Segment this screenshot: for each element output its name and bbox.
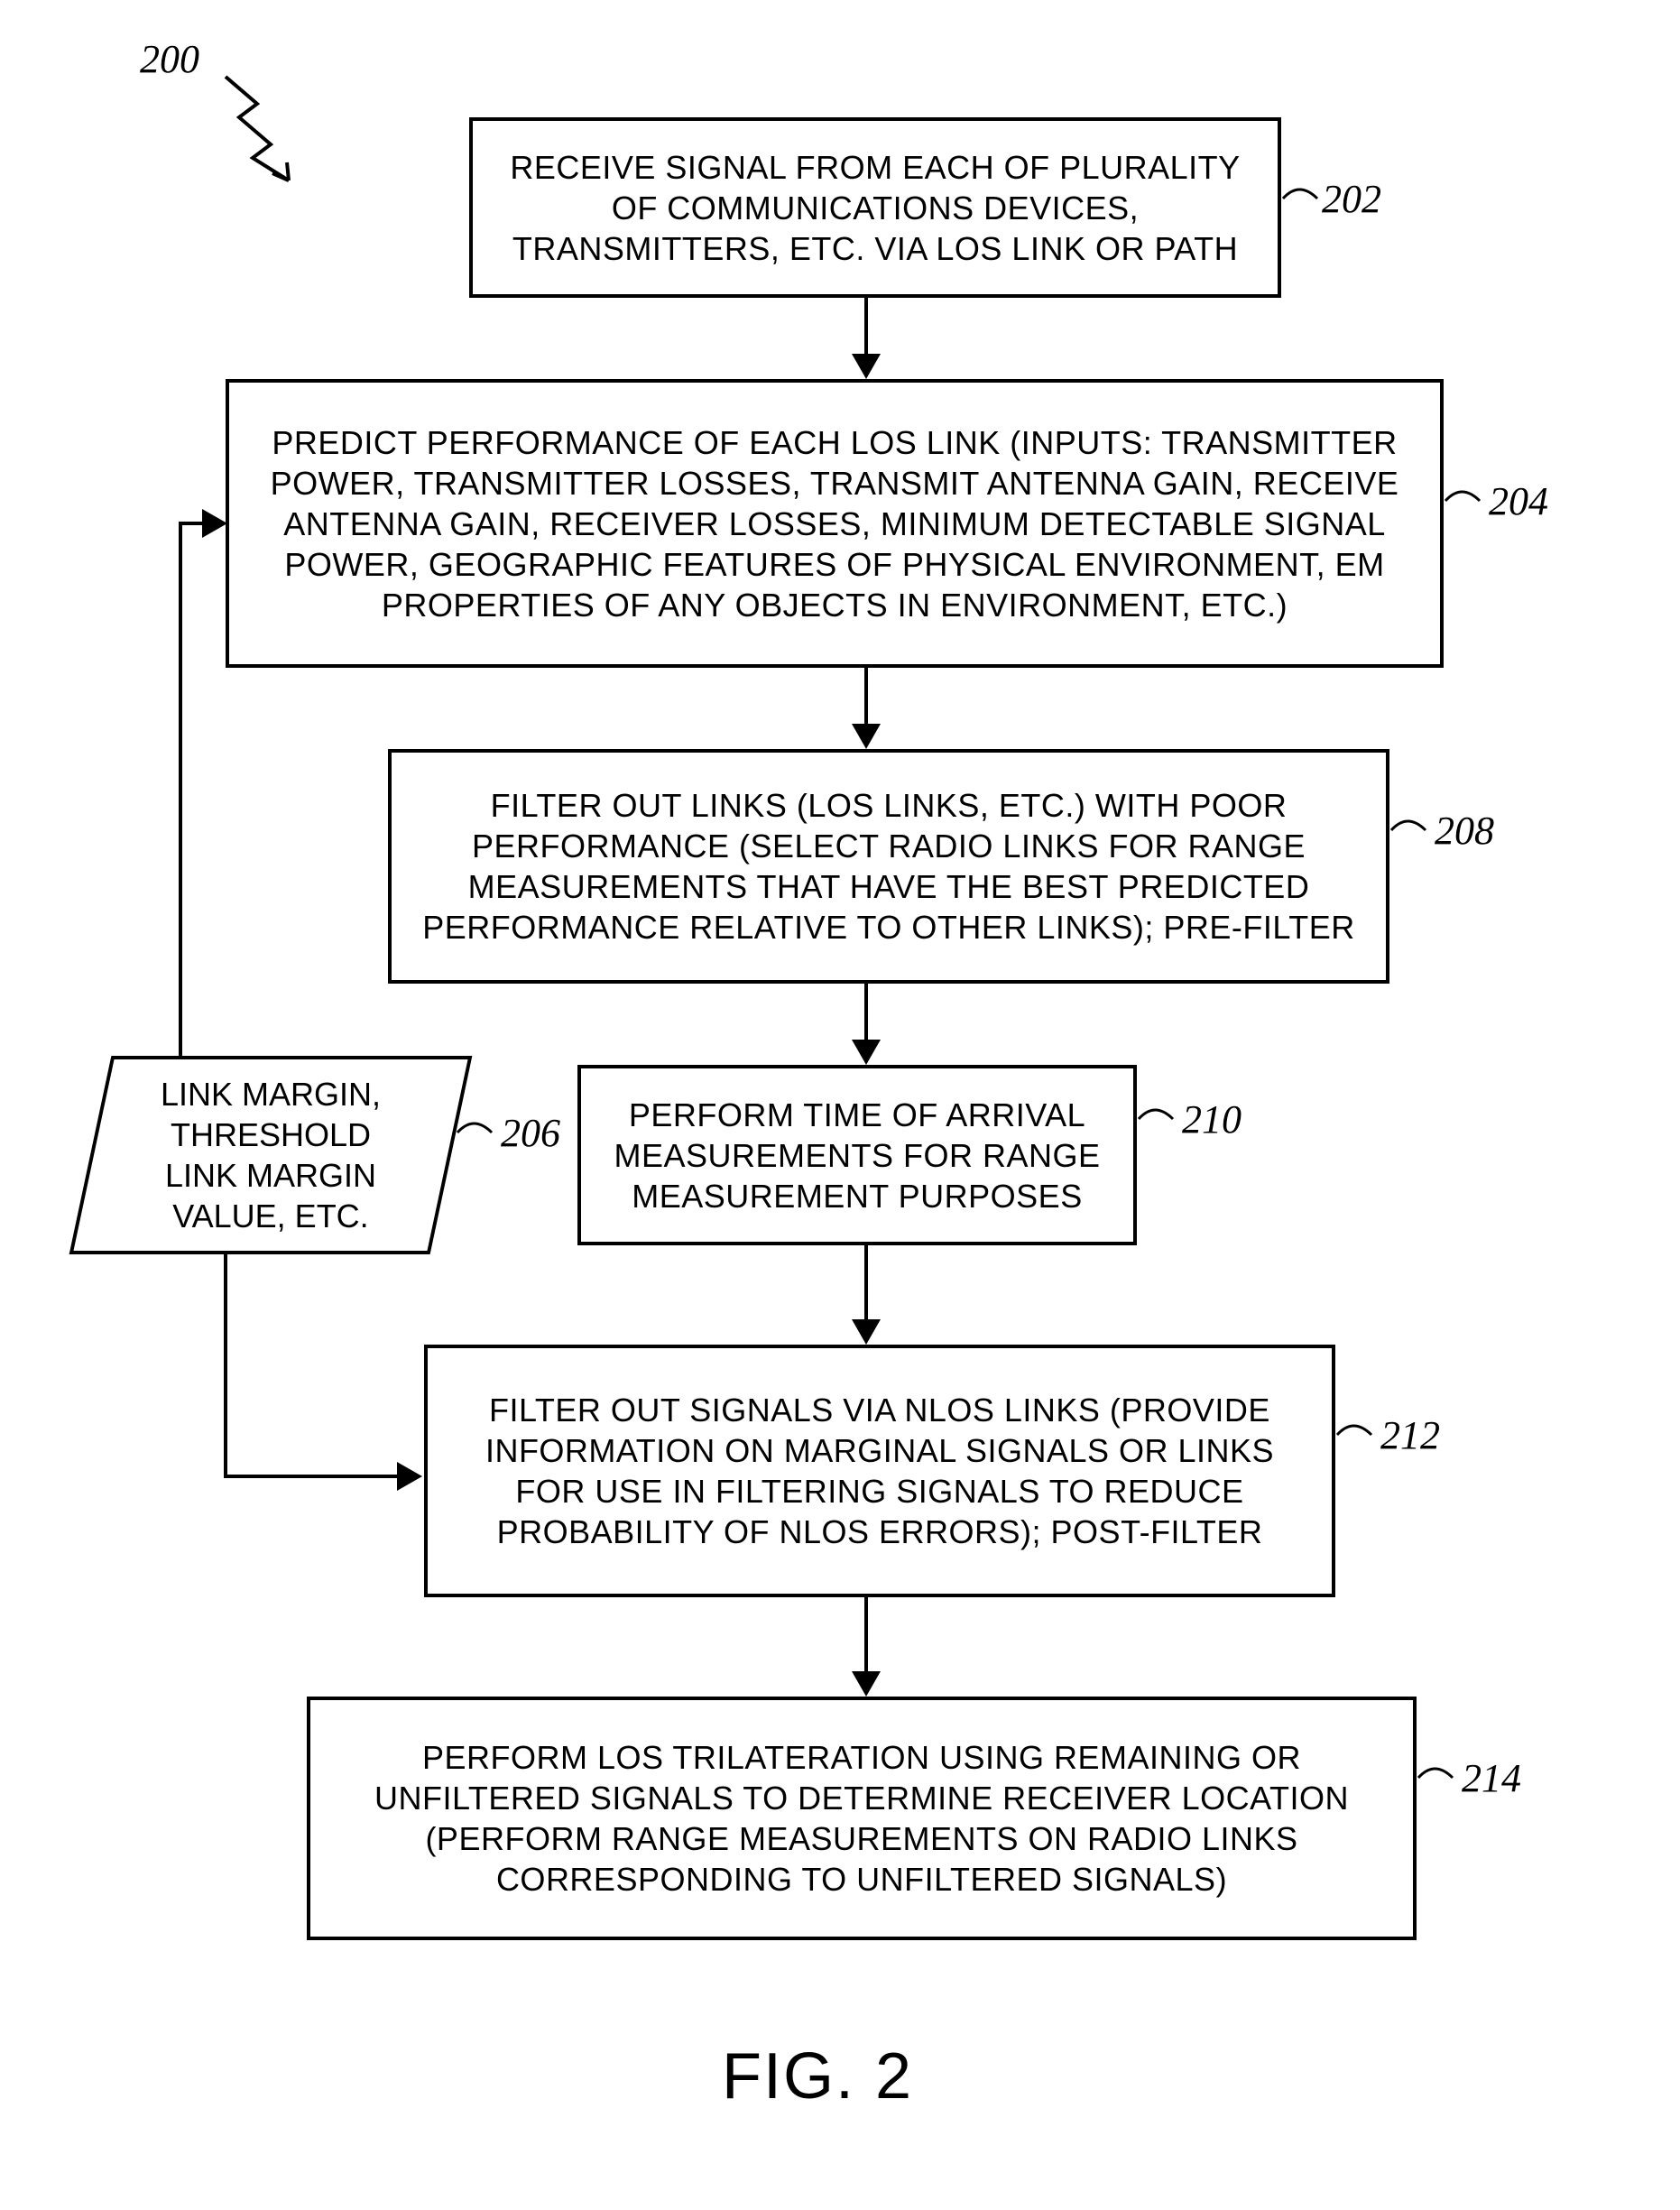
figure-label: FIG. 2 [722,2039,913,2113]
node-text: PERFORM TIME OF ARRIVAL MEASUREMENTS FOR… [606,1095,1108,1216]
node-text: RECEIVE SIGNAL FROM EACH OF PLURALITY OF… [498,147,1252,269]
arrow-head-icon [202,509,227,538]
node-text: FILTER OUT SIGNALS VIA NLOS LINKS (PROVI… [453,1390,1306,1552]
flowchart-diagram: 200 RECEIVE SIGNAL FROM EACH OF PLURALIT… [0,0,1680,2210]
arrow-line [224,1254,227,1478]
arrow-head-icon [852,724,881,749]
arrow-head-icon [852,1671,881,1697]
flowchart-node-206: LINK MARGIN, THRESHOLD LINK MARGIN VALUE… [69,1056,473,1254]
ref-label-206: 206 [501,1110,560,1156]
arrow-head-icon [397,1462,422,1491]
arrow-line [864,1597,868,1674]
arrow-head-icon [852,354,881,379]
flowchart-node-212: FILTER OUT SIGNALS VIA NLOS LINKS (PROVI… [424,1345,1335,1597]
arrow-head-icon [852,1319,881,1345]
arrow-line [864,984,868,1042]
node-text: LINK MARGIN, THRESHOLD LINK MARGIN VALUE… [130,1074,411,1236]
ref-label-212: 212 [1380,1412,1440,1458]
node-text: FILTER OUT LINKS (LOS LINKS, ETC.) WITH … [417,785,1361,948]
flowchart-node-204: PREDICT PERFORMANCE OF EACH LOS LINK (IN… [226,379,1444,668]
arrow-line [179,668,182,1056]
ref-label-200: 200 [140,36,199,82]
arrow-line [864,668,868,726]
ref-label-204: 204 [1489,478,1548,524]
flowchart-node-202: RECEIVE SIGNAL FROM EACH OF PLURALITY OF… [469,117,1281,298]
arrow-line [864,298,868,356]
arrow-line [179,522,182,668]
node-text: PERFORM LOS TRILATERATION USING REMAININ… [336,1737,1388,1900]
arrow-head-icon [852,1040,881,1065]
ref-label-210: 210 [1182,1096,1242,1142]
node-text: PREDICT PERFORMANCE OF EACH LOS LINK (IN… [254,422,1415,625]
flowchart-node-214: PERFORM LOS TRILATERATION USING REMAININ… [307,1697,1417,1940]
ref-label-202: 202 [1322,176,1381,222]
arrow-line [224,1475,400,1478]
flowchart-node-210: PERFORM TIME OF ARRIVAL MEASUREMENTS FOR… [577,1065,1137,1245]
flowchart-node-208: FILTER OUT LINKS (LOS LINKS, ETC.) WITH … [388,749,1389,984]
squiggle-arrow-icon [217,72,325,190]
arrow-line [864,1245,868,1322]
ref-label-214: 214 [1462,1755,1521,1801]
ref-label-208: 208 [1435,808,1494,854]
